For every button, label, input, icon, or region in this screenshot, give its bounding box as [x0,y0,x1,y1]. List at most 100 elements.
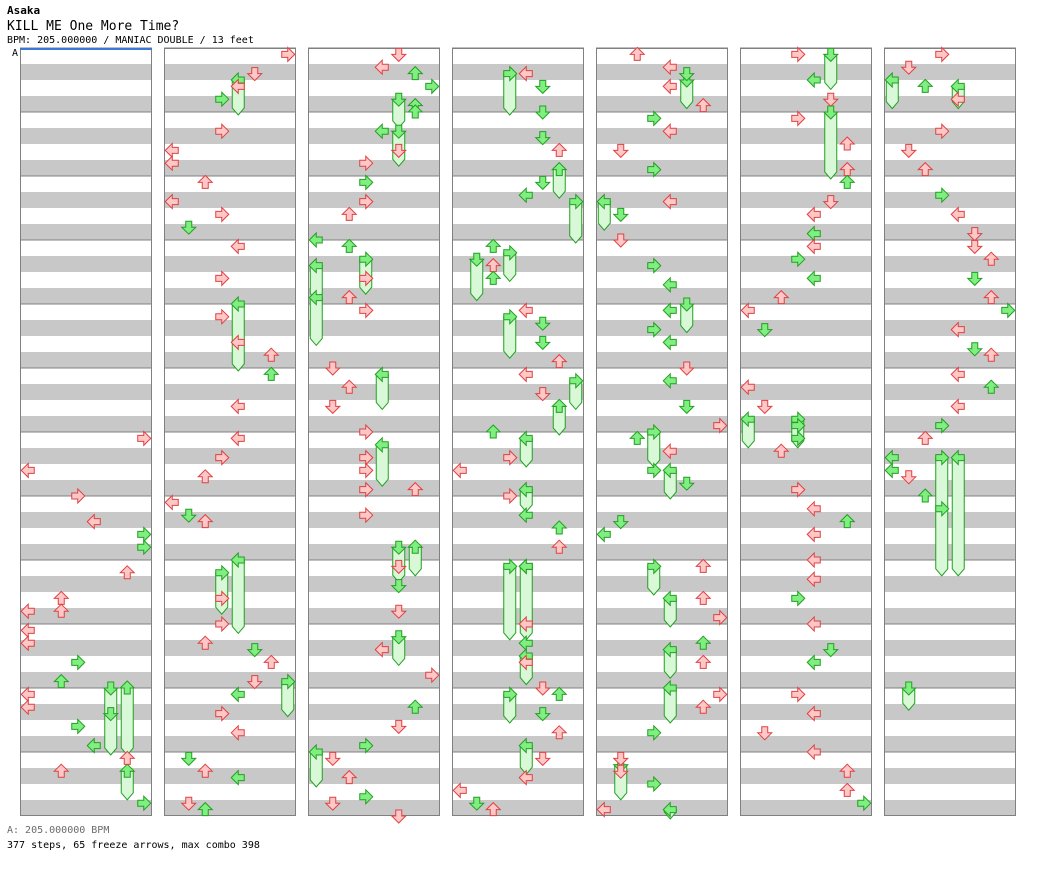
step-arrow [551,686,568,701]
stripe [884,96,1016,112]
step-arrow [308,743,323,761]
stripe [20,416,152,432]
step-arrow [612,233,629,248]
step-arrow [773,443,790,458]
step-arrow [407,539,424,554]
step-arrow [407,699,424,714]
step-arrow [983,379,1000,394]
freeze-arrow [824,111,838,180]
step-arrow [468,252,485,267]
step-arrow [983,251,1000,266]
step-arrow [308,257,323,274]
step-arrow [324,361,341,376]
panel-border [740,48,872,816]
step-arrow [359,423,374,441]
step-arrow [900,470,917,485]
step-arrow [390,719,407,735]
stripe [884,256,1016,272]
step-arrow [197,801,214,817]
stripe [740,256,872,272]
step-arrow [678,361,695,376]
stripe [164,256,296,272]
step-arrow [374,366,389,383]
stripe [164,128,296,144]
stripe [740,768,872,784]
stripe [596,160,728,176]
stripe [884,352,1016,368]
step-arrow [695,654,712,669]
step-arrow [596,801,611,818]
stripe [452,480,584,496]
stripe [740,448,872,464]
stripe [596,736,728,752]
step-arrow [839,763,856,778]
stripe [740,736,872,752]
stripe [164,192,296,208]
step-arrow [503,244,518,262]
stripe [884,192,1016,208]
step-arrow [534,131,551,146]
step-arrow [791,430,806,447]
stripe [20,608,152,624]
stripe [740,384,872,400]
step-arrow [551,725,568,740]
step-arrow [407,65,424,81]
step-arrow [215,705,230,722]
stripe [308,192,440,208]
stripe [20,576,152,592]
step-arrow [230,769,245,786]
stripe [20,512,152,528]
stripe [452,736,584,752]
step-arrow [359,154,374,172]
step-arrow [215,449,230,466]
stripe [884,736,1016,752]
step-arrow [246,643,263,658]
step-arrow [662,302,677,319]
stripe [596,320,728,336]
step-arrow [390,559,407,575]
step-arrow [230,78,245,95]
step-arrow [662,334,677,351]
step-arrow [822,195,839,210]
step-arrow [180,508,197,523]
step-arrow [950,206,965,223]
step-arrow [839,136,856,151]
step-arrow [678,399,695,415]
step-arrow [485,238,502,253]
step-arrow [518,430,533,447]
stripe [20,160,152,176]
step-arrow [119,763,136,778]
stripe [884,672,1016,688]
step-arrow [806,705,821,722]
step-arrow [180,796,197,811]
step-arrow [966,271,983,287]
step-arrow [695,590,712,605]
stripe [20,192,152,208]
step-arrow [935,417,950,434]
step-arrow [773,289,790,305]
stripe [308,288,440,304]
stripe [452,352,584,368]
stripe [452,768,584,784]
step-arrow [518,65,533,82]
step-arrow [534,387,551,402]
step-arrow [20,602,35,620]
step-arrow [822,643,839,658]
step-arrow [197,469,214,484]
step-arrow [468,796,485,811]
stripe [308,704,440,720]
stripe [164,640,296,656]
step-arrow [215,270,230,287]
step-arrow [20,634,35,652]
step-arrow [551,161,568,177]
stripe [20,224,152,240]
stripe [884,288,1016,304]
step-arrow [534,79,551,95]
step-arrow [180,751,197,767]
step-arrow [806,615,821,633]
step-arrow [503,449,518,466]
stripe [740,96,872,112]
panel-border [452,48,584,816]
stripe [308,512,440,528]
stripe [452,800,584,816]
